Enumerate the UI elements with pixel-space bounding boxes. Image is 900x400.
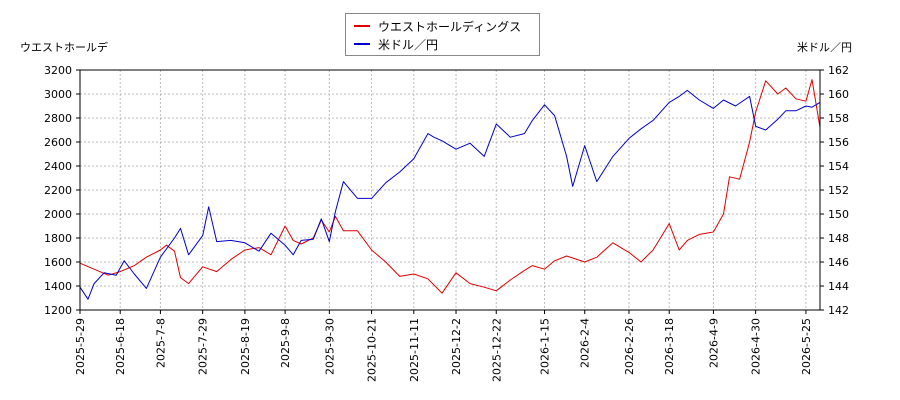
x-tick-label: 2025-12-2 [450, 318, 463, 375]
left-tick-label: 2400 [44, 160, 72, 173]
left-tick-label: 1800 [44, 232, 72, 245]
x-tick-label: 2025-12-22 [490, 318, 503, 382]
right-tick-label: 142 [828, 304, 849, 317]
right-tick-label: 156 [828, 136, 849, 149]
left-tick-label: 2600 [44, 136, 72, 149]
legend-entry-series1: ウエストホールディングス [354, 18, 521, 34]
right-tick-label: 144 [828, 280, 849, 293]
right-tick-label: 152 [828, 184, 849, 197]
left-tick-label: 2200 [44, 184, 72, 197]
series-line-west-holdings [79, 79, 821, 294]
x-tick-label: 2025-7-29 [197, 318, 210, 375]
legend-swatch-red [354, 25, 370, 27]
left-tick-label: 3000 [44, 88, 72, 101]
legend: ウエストホールディングス 米ドル／円 [345, 13, 540, 56]
right-tick-label: 146 [828, 256, 849, 269]
right-tick-label: 160 [828, 88, 849, 101]
left-tick-label: 2800 [44, 112, 72, 125]
right-tick-label: 150 [828, 208, 849, 221]
x-tick-label: 2026-3-18 [663, 318, 676, 375]
right-tick-label: 162 [828, 64, 849, 77]
left-tick-label: 3200 [44, 64, 72, 77]
x-tick-label: 2025-9-8 [279, 318, 292, 368]
x-tick-label: 2025-6-18 [114, 318, 127, 375]
x-tick-label: 2026-5-25 [800, 318, 813, 375]
left-tick-label: 1600 [44, 256, 72, 269]
left-tick-label: 1400 [44, 280, 72, 293]
series-line-usdjpy [79, 89, 821, 300]
left-axis-title: ウエストホールデ [20, 41, 108, 54]
right-axis-title: 米ドル／円 [797, 41, 852, 54]
left-tick-label: 1200 [44, 304, 72, 317]
right-tick-label: 148 [828, 232, 849, 245]
x-tick-label: 2025-11-11 [408, 318, 421, 382]
x-tick-label: 2025-7-8 [154, 318, 167, 368]
left-tick-label: 2000 [44, 208, 72, 221]
x-tick-label: 2025-8-19 [239, 318, 252, 375]
x-tick-label: 2026-2-4 [579, 318, 592, 368]
legend-swatch-blue [354, 43, 370, 45]
legend-entry-series2: 米ドル／円 [354, 36, 438, 52]
x-tick-label: 2026-4-30 [750, 318, 763, 375]
plot-frame [79, 69, 821, 311]
x-tick-label: 2026-2-26 [623, 318, 636, 375]
x-tick-label: 2026-1-15 [539, 318, 552, 375]
x-tick-label: 2025-9-30 [323, 318, 336, 375]
legend-label-series2: 米ドル／円 [378, 37, 439, 52]
x-tick-label: 2026-4-9 [707, 318, 720, 368]
x-tick-label: 2025-10-21 [366, 318, 379, 382]
right-tick-label: 158 [828, 112, 849, 125]
legend-label-series1: ウエストホールディングス [378, 19, 522, 34]
x-tick-label: 2025-5-29 [74, 318, 87, 375]
right-tick-label: 154 [828, 160, 849, 173]
